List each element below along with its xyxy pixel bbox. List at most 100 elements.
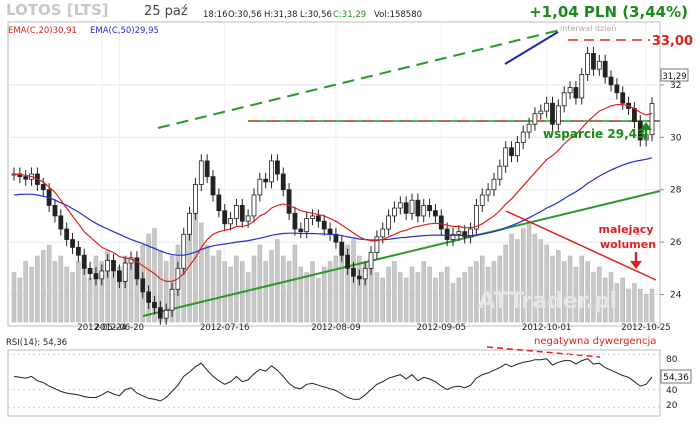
volume-bar <box>649 288 655 323</box>
rsi-tick-20: 20 <box>666 401 678 411</box>
candle-body <box>298 228 304 233</box>
volume-bar <box>204 244 210 323</box>
ema20-legend: EMA(C,20)30,91 <box>8 26 77 36</box>
last-price-tag <box>660 68 689 82</box>
volume-bar <box>614 283 620 323</box>
low-value: L:30,56 <box>300 10 332 20</box>
volume-bar <box>275 239 280 323</box>
volume-bar <box>234 255 239 323</box>
candle-body <box>52 205 58 217</box>
interval-label: interwał dzień <box>560 24 616 33</box>
candle-body <box>438 215 444 230</box>
candle-body <box>596 60 602 70</box>
volume-bar <box>87 277 93 323</box>
volume-bar <box>46 244 52 323</box>
y-tick-label: 24 <box>670 291 682 301</box>
volume-bar <box>608 272 614 323</box>
volume-bar <box>520 228 526 323</box>
volume-bar <box>626 288 631 323</box>
volume-bar <box>386 266 391 323</box>
candle-body <box>415 199 421 217</box>
candle-body <box>140 278 146 293</box>
candle-body <box>222 210 228 225</box>
candle-body <box>544 102 550 112</box>
volume-bar <box>503 244 508 323</box>
candle-body <box>637 121 643 141</box>
volume-bar <box>415 272 421 323</box>
candle-body <box>421 205 427 217</box>
ticker-title: LOTOS [LTS] <box>6 1 109 19</box>
candle-body <box>116 270 122 282</box>
volume-bar <box>81 266 87 323</box>
x-tick-label: 2012-07-16 <box>200 323 249 333</box>
volume-bar <box>480 255 485 323</box>
volume-bar <box>602 277 608 323</box>
candle-body <box>187 212 192 235</box>
candle-body <box>157 307 163 319</box>
candle-body <box>40 184 46 191</box>
volume-bar <box>444 266 450 323</box>
candle-body <box>280 173 286 191</box>
volume-bar <box>509 233 514 323</box>
x-tick-label: 2012-10-25 <box>621 323 670 333</box>
candle-body <box>163 309 169 319</box>
volume-bar <box>304 272 309 323</box>
volume-bar <box>70 272 75 323</box>
y-tick-label: 32 <box>670 81 681 91</box>
volume-bar <box>146 233 151 323</box>
candle-body <box>503 147 509 167</box>
volume-bar <box>298 266 304 323</box>
x-tick-label: 2012-10-01 <box>522 323 571 333</box>
volume-bar <box>474 261 479 323</box>
candle-body <box>93 273 99 280</box>
rsi-line <box>13 358 653 402</box>
rsi-tick-40: 40 <box>666 386 678 396</box>
volume-bar <box>327 261 333 323</box>
candle-body <box>514 142 520 157</box>
volume-bar <box>409 266 415 323</box>
candle-body <box>245 215 251 222</box>
rsi-indicator <box>8 353 660 408</box>
candle-body <box>105 260 111 272</box>
candle-body <box>485 189 491 196</box>
volume-bar <box>280 255 286 323</box>
candle-body <box>579 74 585 99</box>
y-tick-label: 28 <box>670 186 682 196</box>
x-tick-label: 2012-06-20 <box>95 323 144 333</box>
candle-body <box>23 176 29 180</box>
volume-bar <box>485 266 491 323</box>
candle-body <box>263 178 269 183</box>
volume-bar <box>333 255 339 323</box>
volume-bar <box>567 255 573 323</box>
candle-body <box>228 218 233 225</box>
volume-bar <box>310 261 315 323</box>
candle-body <box>122 262 128 282</box>
volume-bar <box>632 283 637 323</box>
volume-bar <box>368 266 374 323</box>
volume-note-line1: malejący <box>599 223 654 236</box>
high-value: H:31,38 <box>264 10 298 20</box>
candle-body <box>409 199 415 214</box>
candle-body <box>561 92 567 107</box>
volume-bar <box>403 277 409 323</box>
volume-bar <box>128 261 134 323</box>
candle-body <box>591 53 596 70</box>
volume-bar <box>638 288 643 323</box>
candle-body <box>315 215 321 222</box>
volume-bar <box>421 261 426 323</box>
x-tick-label: 2012-08-09 <box>311 323 360 333</box>
volume-bar <box>515 239 520 323</box>
candle-body <box>64 228 70 240</box>
volume-bar <box>579 255 585 323</box>
candle-body <box>99 270 105 280</box>
volume-bar <box>321 266 327 323</box>
candle-body <box>251 194 257 217</box>
candle-body <box>216 194 222 212</box>
candle-body <box>286 189 292 214</box>
rsi-value-tag <box>660 369 692 384</box>
volume-bar <box>491 261 497 323</box>
resistance-label: 33,00 <box>652 34 693 49</box>
volume-bar <box>556 250 561 323</box>
candle-body <box>239 205 245 222</box>
